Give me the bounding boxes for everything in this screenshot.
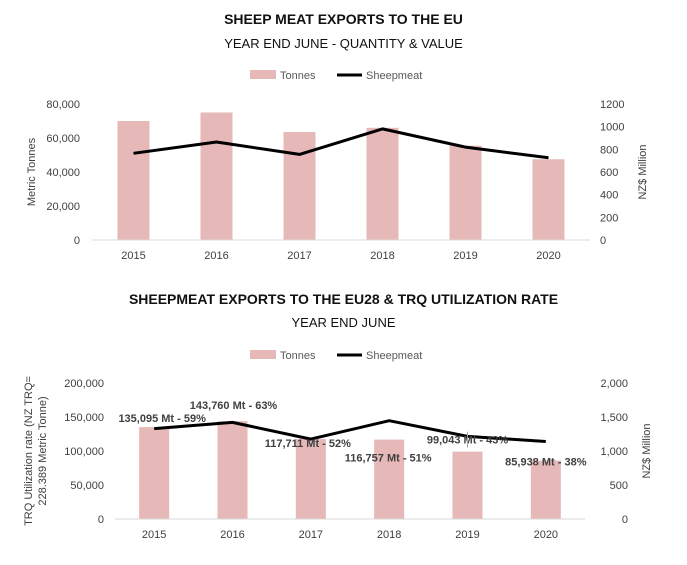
chart2-y-axis-label-line: TRQ Utilization rate (NZ TRQ=: [23, 376, 35, 526]
chart2-bar-2019: [452, 451, 483, 519]
chart2-x-tick-label: 2016: [220, 529, 244, 541]
chart2-y2-tick-label: 2,000: [600, 378, 628, 390]
chart1-y2-tick-label: 800: [600, 144, 618, 156]
chart2-x-tick-label: 2017: [299, 529, 323, 541]
chart2-y2-axis-label: NZ$ Million: [641, 423, 653, 478]
chart1-x-tick-label: 2017: [287, 250, 311, 262]
chart1-x-tick-label: 2019: [453, 250, 477, 262]
chart2-subtitle: YEAR END JUNE: [291, 315, 396, 330]
chart2-y-tick-label: 200,000: [64, 378, 104, 390]
chart1-x-tick-label: 2020: [536, 250, 560, 262]
chart2-y-tick-label: 50,000: [70, 480, 104, 492]
chart1-y2-tick-label: 200: [600, 212, 618, 224]
chart2-x-tick-label: 2015: [142, 529, 166, 541]
chart1-title: SHEEP MEAT EXPORTS TO THE EU: [224, 11, 463, 27]
chart2-x-tick-label: 2018: [377, 529, 401, 541]
chart2-y-tick-label: 150,000: [64, 412, 104, 424]
chart2-data-label: 116,757 Mt - 51%: [345, 453, 432, 465]
chart2-y2-tick-label: 0: [622, 514, 628, 526]
chart2-legend-swatch-tonnes: [250, 350, 276, 359]
chart2-data-label: 135,095 Mt - 59%: [118, 413, 206, 425]
chart1-y-tick-label: 20,000: [46, 201, 80, 213]
chart1-subtitle: YEAR END JUNE - QUANTITY & VALUE: [224, 36, 463, 51]
chart2-data-label: 143,760 Mt - 63%: [190, 400, 278, 412]
chart1-y2-tick-label: 1200: [600, 99, 624, 111]
chart1-x-tick-label: 2016: [204, 250, 228, 262]
chart1-x-tick-label: 2015: [121, 250, 145, 262]
chart1-y2-tick-label: 600: [600, 167, 618, 179]
chart1-y2-tick-label: 1000: [600, 122, 624, 134]
chart2-y2-tick-label: 1,000: [600, 446, 628, 458]
chart2-y-axis-label-line: 228.389 Metric Tonne): [37, 396, 49, 505]
chart2-y2-tick-label: 500: [610, 480, 628, 492]
chart2-legend-label-tonnes: Tonnes: [280, 350, 316, 362]
chart2-legend-label-sheepmeat: Sheepmeat: [366, 350, 422, 362]
chart2-bar-2015: [139, 427, 170, 519]
chart1-y-tick-label: 40,000: [46, 167, 80, 179]
chart2-title: SHEEPMEAT EXPORTS TO THE EU28 & TRQ UTIL…: [128, 291, 559, 307]
chart1-bar-2019: [449, 145, 482, 240]
chart2-data-label: 117,711 Mt - 52%: [265, 438, 351, 450]
chart1-legend-label-tonnes: Tonnes: [280, 70, 316, 82]
chart2-bar-2020: [530, 460, 561, 519]
chart1-y2-tick-label: 400: [600, 190, 618, 202]
chart1-legend-swatch-tonnes: [250, 70, 276, 79]
chart1-y-tick-label: 0: [74, 235, 80, 247]
chart2-y-tick-label: 100,000: [64, 446, 104, 458]
chart1-line-sheepmeat: [133, 127, 549, 160]
chart2-line-sheepmeat: [154, 419, 546, 443]
chart1-bar-2015: [117, 121, 150, 240]
chart2-bar-2017: [295, 438, 326, 519]
chart2-bar-2016: [217, 421, 248, 519]
chart1-y-tick-label: 80,000: [46, 99, 80, 111]
chart1-y2-axis-label: NZ$ Million: [637, 144, 649, 199]
chart1-bar-2018: [366, 127, 399, 240]
chart2-data-label: 85,938 Mt - 38%: [505, 457, 587, 469]
chart1-bar-2016: [200, 112, 233, 240]
chart1-x-tick-label: 2018: [370, 250, 394, 262]
chart2-y2-tick-label: 1,500: [600, 412, 628, 424]
chart1-y2-tick-label: 0: [600, 235, 606, 247]
chart1-plot: Tonnes Sheepmeat 0 20,000 40,000 60,000 80,000…: [26, 70, 649, 262]
chart1-bar-2020: [532, 159, 565, 240]
chart2-x-tick-label: 2020: [534, 529, 558, 541]
chart2-y-tick-label: 0: [98, 514, 104, 526]
chart2-x-tick-label: 2019: [455, 529, 479, 541]
chart1-legend-label-sheepmeat: Sheepmeat: [366, 70, 422, 82]
chart2-bar-2018: [374, 439, 405, 519]
chart1-y-axis-label: Metric Tonnes: [26, 137, 38, 206]
chart1-y-tick-label: 60,000: [46, 133, 80, 145]
